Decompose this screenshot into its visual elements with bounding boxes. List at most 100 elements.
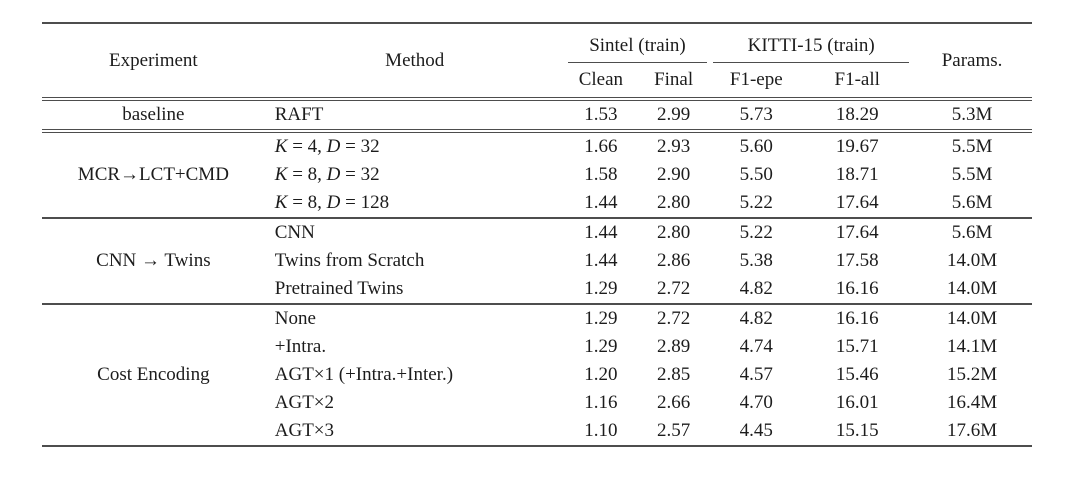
f1-epe-value: 4.45 xyxy=(739,420,773,441)
params-value: 16.4M xyxy=(947,392,998,413)
method-cell: CNN xyxy=(274,222,315,243)
f1-all-value: 16.16 xyxy=(835,278,879,299)
f1-all-value: 17.64 xyxy=(835,192,879,213)
f1-epe-value: 5.73 xyxy=(739,104,773,125)
f1-all-value: 17.64 xyxy=(835,222,879,243)
clean-value: 1.44 xyxy=(584,222,618,243)
clean-value: 1.29 xyxy=(584,336,618,357)
column-group-sintel: Sintel (train) xyxy=(565,23,711,63)
clean-value: 1.53 xyxy=(584,104,618,125)
column-header-method: Method xyxy=(385,49,445,71)
table-row: Twins from Scratch 1.44 2.86 5.38 17.58 14.0M xyxy=(42,247,1032,275)
table-row: baseline RAFT 1.53 2.99 5.73 18.29 5.3M xyxy=(42,99,1032,131)
experiment-cell: CNN → Twins xyxy=(96,250,211,271)
f1-epe-value: 5.50 xyxy=(739,164,773,185)
method-cell: Twins from Scratch xyxy=(274,250,425,271)
f1-all-value: 16.01 xyxy=(835,392,879,413)
final-value: 2.72 xyxy=(656,278,691,299)
table-section-3: Cost Encoding None 1.29 2.72 4.82 16.16 14.0M +… xyxy=(42,304,1032,446)
table-row: Pretrained Twins 1.29 2.72 4.82 16.16 14.0M xyxy=(42,275,1032,304)
column-group-sintel-label: Sintel (train) xyxy=(567,35,708,63)
f1-all-value: 15.46 xyxy=(835,364,879,385)
f1-epe-value: 4.70 xyxy=(739,392,773,413)
method-cell: AGT×2 xyxy=(274,392,335,413)
f1-epe-value: 5.60 xyxy=(739,136,773,157)
params-value: 5.3M xyxy=(951,104,993,125)
table-row: K = 8, D = 32 1.58 2.90 5.50 18.71 5.5M xyxy=(42,161,1032,189)
params-value: 5.6M xyxy=(951,192,993,213)
final-value: 2.86 xyxy=(656,250,691,271)
final-value: 2.72 xyxy=(656,308,691,329)
method-cell: RAFT xyxy=(274,104,324,125)
method-cell: None xyxy=(274,308,316,329)
table-section-1: MCR→LCT+CMD K = 4, D = 32 1.66 2.93 5.60 19.6… xyxy=(42,131,1032,218)
f1-all-value: 18.71 xyxy=(835,164,879,185)
final-value: 2.99 xyxy=(656,104,691,125)
clean-value: 1.16 xyxy=(584,392,618,413)
table-section-2: CNN → Twins CNN 1.44 2.80 5.22 17.64 5.6M Twins… xyxy=(42,218,1032,304)
table-row: AGT×1 (+Intra.+Inter.) 1.20 2.85 4.57 15.46 1… xyxy=(42,361,1032,389)
column-header-experiment: Experiment xyxy=(109,49,198,71)
params-value: 5.5M xyxy=(951,164,993,185)
column-header-clean: Clean xyxy=(578,69,624,90)
method-cell: AGT×3 xyxy=(274,420,335,441)
f1-epe-value: 4.57 xyxy=(739,364,773,385)
column-header-params: Params. xyxy=(941,49,1003,71)
clean-value: 1.20 xyxy=(584,364,618,385)
method-cell: K = 8, D = 128 xyxy=(274,192,390,213)
final-value: 2.93 xyxy=(656,136,691,157)
params-value: 14.0M xyxy=(947,308,998,329)
table-row: Cost Encoding None 1.29 2.72 4.82 16.16 14.0M xyxy=(42,304,1032,385)
method-cell: +Intra. xyxy=(274,336,327,357)
table-row: K = 8, D = 128 1.44 2.80 5.22 17.64 5.6M xyxy=(42,189,1032,218)
final-value: 2.80 xyxy=(656,192,691,213)
column-header-final: Final xyxy=(654,69,694,90)
final-value: 2.90 xyxy=(656,164,691,185)
final-value: 2.89 xyxy=(656,336,691,357)
results-table: Experiment Method Sintel (train) KITTI-1… xyxy=(42,22,1032,447)
table-section-0: baseline RAFT 1.53 2.99 5.73 18.29 5.3M xyxy=(42,99,1032,131)
final-value: 2.66 xyxy=(656,392,691,413)
experiment-cell: Cost Encoding xyxy=(97,364,210,385)
final-value: 2.85 xyxy=(656,364,691,385)
method-cell: Pretrained Twins xyxy=(274,278,404,299)
method-cell: K = 8, D = 32 xyxy=(274,164,380,185)
column-group-kitti-label: KITTI-15 (train) xyxy=(713,35,910,63)
f1-all-value: 19.67 xyxy=(835,136,879,157)
experiment-cell: MCR→LCT+CMD xyxy=(77,164,229,185)
params-value: 5.5M xyxy=(951,136,993,157)
table-header: Experiment Method Sintel (train) KITTI-1… xyxy=(42,23,1032,99)
clean-value: 1.10 xyxy=(584,420,618,441)
table-row: AGT×2 1.16 2.66 4.70 16.01 16.4M xyxy=(42,389,1032,417)
params-value: 14.1M xyxy=(947,336,998,357)
clean-value: 1.58 xyxy=(584,164,618,185)
f1-all-value: 18.29 xyxy=(835,104,879,125)
clean-value: 1.44 xyxy=(584,192,618,213)
column-header-f1-epe: F1-epe xyxy=(729,69,783,90)
table-row: AGT×3 1.10 2.57 4.45 15.15 17.6M xyxy=(42,417,1032,446)
params-value: 14.0M xyxy=(947,278,998,299)
column-header-f1-all: F1-all xyxy=(834,69,880,90)
column-group-kitti: KITTI-15 (train) xyxy=(710,23,912,63)
clean-value: 1.44 xyxy=(584,250,618,271)
f1-epe-value: 5.38 xyxy=(739,250,773,271)
params-value: 5.6M xyxy=(951,222,993,243)
table-row: MCR→LCT+CMD K = 4, D = 32 1.66 2.93 5.60 19.6… xyxy=(42,131,1032,185)
clean-value: 1.29 xyxy=(584,278,618,299)
final-value: 2.57 xyxy=(656,420,691,441)
final-value: 2.80 xyxy=(656,222,691,243)
f1-epe-value: 5.22 xyxy=(739,222,773,243)
params-value: 17.6M xyxy=(947,420,998,441)
f1-epe-value: 5.22 xyxy=(739,192,773,213)
table-row: CNN → Twins CNN 1.44 2.80 5.22 17.64 5.6M xyxy=(42,218,1032,271)
method-cell: AGT×1 (+Intra.+Inter.) xyxy=(274,364,454,385)
experiment-cell: baseline xyxy=(122,104,185,125)
method-cell: K = 4, D = 32 xyxy=(274,136,380,157)
f1-all-value: 15.71 xyxy=(835,336,879,357)
params-value: 14.0M xyxy=(947,250,998,271)
f1-epe-value: 4.74 xyxy=(739,336,773,357)
f1-all-value: 15.15 xyxy=(835,420,879,441)
params-value: 15.2M xyxy=(947,364,998,385)
f1-all-value: 16.16 xyxy=(835,308,879,329)
